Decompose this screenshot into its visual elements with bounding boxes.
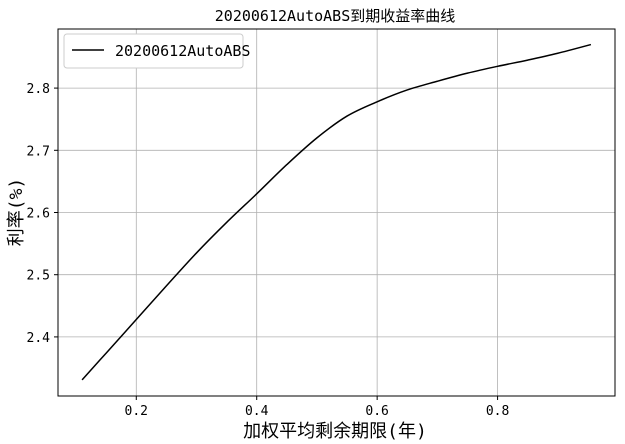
x-tick-label: 0.4 xyxy=(245,404,269,419)
y-tick-label: 2.4 xyxy=(27,331,51,346)
series-layer xyxy=(81,43,592,381)
y-tick-label: 2.8 xyxy=(27,82,50,97)
x-tick-label: 0.6 xyxy=(365,404,388,419)
y-tick-label: 2.7 xyxy=(27,144,50,159)
x-tick-label: 0.8 xyxy=(486,404,509,419)
x-axis-label: 加权平均剩余期限(年) xyxy=(243,421,427,442)
grid xyxy=(58,29,615,396)
x-tick-label: 0.2 xyxy=(125,404,148,419)
x-axis: 0.2 0.4 0.6 0.8 xyxy=(125,396,509,419)
y-axis: 2.4 2.5 2.6 2.7 2.8 xyxy=(27,82,58,346)
series-line-0 xyxy=(81,43,592,381)
y-tick-label: 2.6 xyxy=(27,207,50,222)
y-axis-label: 利率(%) xyxy=(6,178,27,247)
legend-label: 20200612AutoABS xyxy=(115,42,250,60)
y-tick-label: 2.5 xyxy=(27,269,50,284)
legend-box xyxy=(63,33,244,69)
chart-title: 20200612AutoABS到期收益率曲线 xyxy=(215,7,455,25)
legend: 20200612AutoABS xyxy=(63,33,250,69)
